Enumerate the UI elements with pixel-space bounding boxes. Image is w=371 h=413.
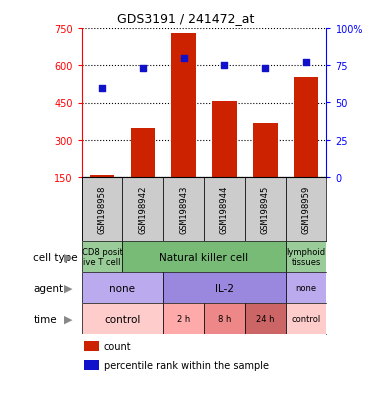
Point	[99, 85, 105, 92]
Text: ▶: ▶	[65, 283, 73, 293]
Text: GSM198942: GSM198942	[138, 185, 147, 234]
Text: percentile rank within the sample: percentile rank within the sample	[104, 360, 269, 370]
Bar	[253, 123, 278, 215]
Point	[221, 63, 227, 69]
Bar	[245, 178, 286, 242]
Bar	[90, 176, 114, 215]
Bar	[163, 273, 286, 304]
Point	[181, 55, 187, 62]
Text: control: control	[104, 314, 141, 324]
Text: GSM198959: GSM198959	[302, 185, 311, 234]
Bar	[82, 178, 122, 242]
Text: GSM198945: GSM198945	[261, 185, 270, 234]
Text: agent: agent	[33, 283, 63, 293]
Text: ▶: ▶	[65, 314, 73, 324]
Bar	[294, 78, 318, 215]
Bar	[286, 178, 326, 242]
Bar	[84, 360, 99, 370]
Bar	[204, 178, 245, 242]
Text: control: control	[292, 315, 321, 323]
Bar	[82, 304, 163, 335]
Bar	[82, 242, 122, 273]
Bar	[245, 304, 286, 335]
Text: ▶: ▶	[65, 252, 73, 262]
Bar	[122, 242, 286, 273]
Text: GSM198944: GSM198944	[220, 185, 229, 234]
Bar	[84, 341, 99, 351]
Text: 2 h: 2 h	[177, 315, 190, 323]
Text: none: none	[296, 284, 316, 292]
Bar	[212, 101, 237, 215]
Point	[262, 66, 268, 72]
Bar	[286, 304, 326, 335]
Bar	[286, 273, 326, 304]
Text: Natural killer cell: Natural killer cell	[160, 252, 249, 262]
Text: cell type: cell type	[33, 252, 78, 262]
Bar	[163, 304, 204, 335]
Text: GSM198958: GSM198958	[98, 185, 106, 234]
Bar	[204, 304, 245, 335]
Text: GSM198943: GSM198943	[179, 185, 188, 234]
Bar	[82, 273, 163, 304]
Bar	[286, 242, 326, 273]
Text: IL-2: IL-2	[215, 283, 234, 293]
Text: none: none	[109, 283, 135, 293]
Text: lymphoid
tissues: lymphoid tissues	[286, 247, 326, 267]
Text: 8 h: 8 h	[218, 315, 231, 323]
Point	[140, 66, 146, 72]
Text: 24 h: 24 h	[256, 315, 275, 323]
Text: CD8 posit
ive T cell: CD8 posit ive T cell	[82, 247, 122, 267]
Text: count: count	[104, 341, 132, 351]
Text: GDS3191 / 241472_at: GDS3191 / 241472_at	[117, 12, 254, 25]
Bar	[163, 178, 204, 242]
Bar	[131, 128, 155, 215]
Point	[303, 60, 309, 66]
Bar	[122, 178, 163, 242]
Bar	[171, 34, 196, 215]
Text: time: time	[33, 314, 57, 324]
